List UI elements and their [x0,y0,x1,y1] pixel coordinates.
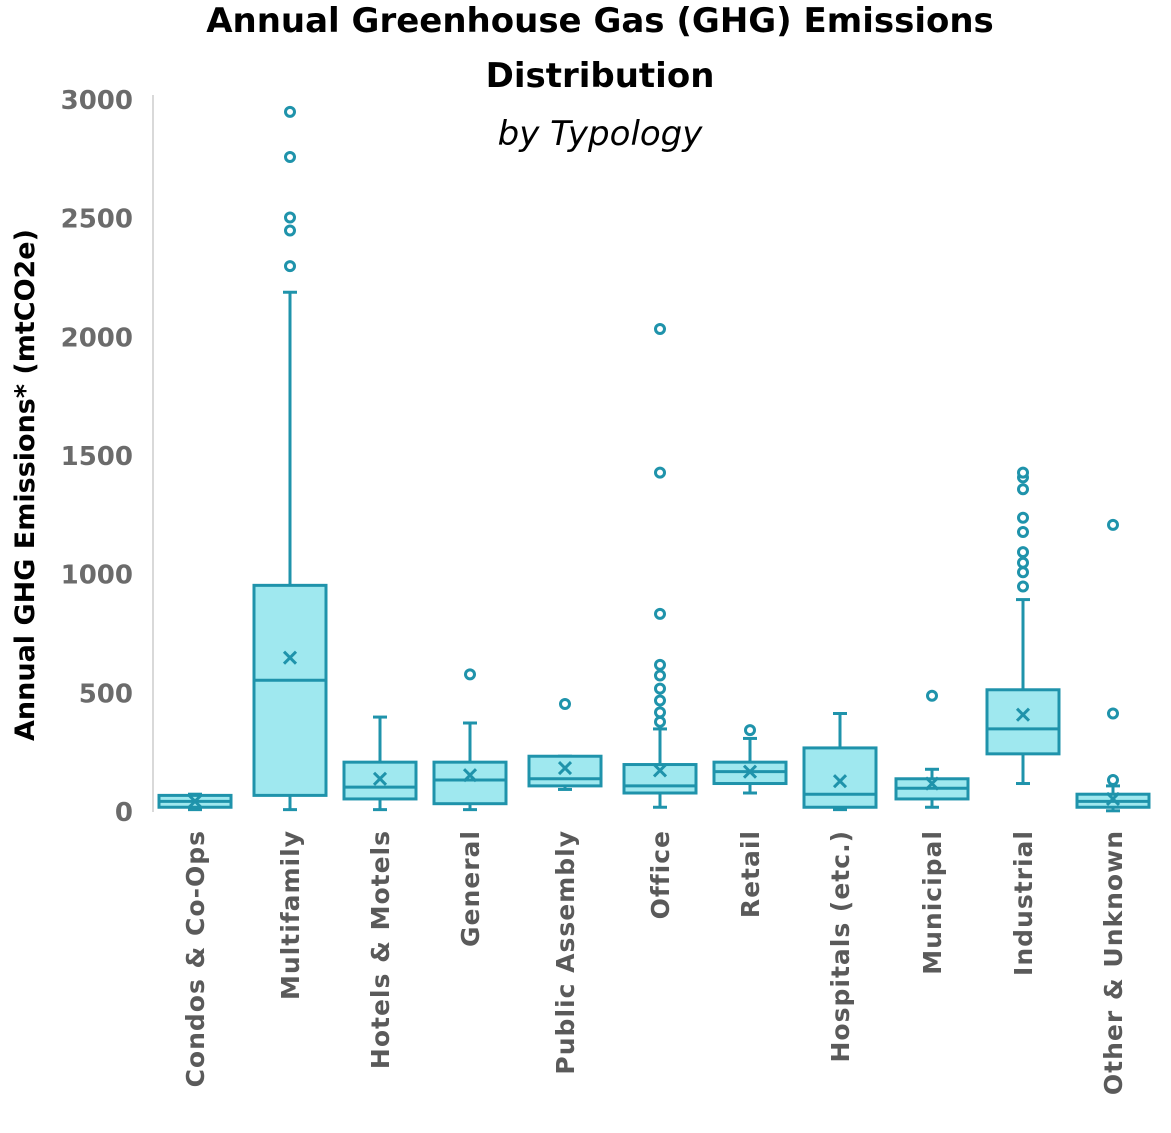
y-tick-label-2000: 2000 [61,323,133,353]
box-plot-retail [712,724,788,795]
box-plot-hospitals-etc [802,712,878,812]
outlier-office [654,466,666,479]
mean-marker-public-assembly [557,761,573,776]
outlier-office [654,323,666,336]
x-tick-label-industrial: Industrial [1009,830,1038,976]
box-plot-multifamily [252,105,328,812]
y-tick-label-1500: 1500 [61,442,133,472]
outlier-industrial [1017,566,1029,579]
outlier-other-unknown [1107,518,1119,531]
box-multifamily [252,583,328,797]
mean-marker-hotels-motels [372,771,388,786]
y-tick-label-3000: 3000 [61,86,133,116]
box-plot-condos-co-ops [157,792,233,812]
mean-marker-retail [742,764,758,779]
outlier-office [654,682,666,695]
box-plot-other-unknown [1075,518,1151,813]
y-tick-label-0: 0 [115,798,133,828]
outlier-general [464,668,476,681]
outlier-multifamily [284,260,296,273]
outlier-multifamily [284,150,296,163]
box-plots [157,105,1151,813]
box-industrial [985,688,1061,756]
x-tick-label-general: General [456,830,485,947]
box-plot-public-assembly [527,698,603,791]
y-axis-ticks: 0 500 1000 1500 2000 2500 3000 [61,86,133,828]
y-tick-label-500: 500 [79,679,133,709]
mean-marker-multifamily [282,650,298,665]
chart-title-line-2: Distribution [486,56,715,96]
mean-marker-office [652,763,668,778]
mean-marker-hospitals-etc [832,774,848,789]
outlier-office [654,694,666,707]
outlier-office [654,715,666,728]
mean-marker-municipal [924,776,940,791]
outlier-municipal [926,689,938,702]
mean-marker-other-unknown [1105,791,1121,807]
x-tick-label-municipal: Municipal [918,830,947,975]
box-plot-hotels-motels [342,715,418,812]
outlier-industrial [1017,483,1029,496]
outlier-industrial [1017,580,1029,593]
box-public-assembly [527,754,603,788]
outlier-industrial [1017,511,1029,524]
x-tick-label-hospitals-etc: Hospitals (etc.) [826,830,855,1063]
box-hotels-motels [342,760,418,801]
outlier-industrial [1017,546,1029,559]
outlier-industrial [1017,556,1029,569]
outlier-multifamily [284,211,296,224]
box-plot-general [432,668,508,812]
outlier-office [654,658,666,671]
box-plot-municipal [894,689,970,809]
outlier-public-assembly [559,698,571,711]
outlier-multifamily [284,105,296,118]
y-axis-label: Annual GHG Emissions* (mtCO2e) [10,229,41,741]
outlier-industrial [1017,466,1029,479]
box-plot-industrial [985,466,1061,786]
chart-title-line-1: Annual Greenhouse Gas (GHG) Emissions [206,1,994,41]
outlier-other-unknown [1107,707,1119,720]
chart-subtitle: by Typology [498,114,704,154]
y-tick-label-2500: 2500 [61,205,133,235]
x-tick-label-condos-co-ops: Condos & Co-Ops [181,830,210,1087]
x-tick-label-office: Office [646,830,675,919]
x-tick-label-other-unknown: Other & Unknown [1099,830,1128,1095]
x-tick-label-public-assembly: Public Assembly [551,830,580,1075]
outlier-industrial [1017,525,1029,538]
mean-marker-general [462,768,478,783]
outlier-office [654,669,666,682]
box-general [432,760,508,806]
y-tick-label-1000: 1000 [61,561,133,591]
box-hospitals-etc [802,746,878,809]
outlier-multifamily [284,224,296,237]
box-plot-office [622,323,698,809]
mean-marker-industrial [1015,707,1031,722]
x-tick-label-multifamily: Multifamily [276,830,305,1000]
x-tick-label-retail: Retail [736,830,765,918]
outlier-retail [744,724,756,737]
x-axis-ticks: Condos & Co-Ops Multifamily Hotels & Motel… [181,830,1128,1095]
x-tick-label-hotels-motels: Hotels & Motels [366,830,395,1069]
outlier-office [654,706,666,719]
outlier-other-unknown [1107,773,1119,786]
outlier-office [654,607,666,620]
mean-marker-condos-co-ops [187,794,203,809]
